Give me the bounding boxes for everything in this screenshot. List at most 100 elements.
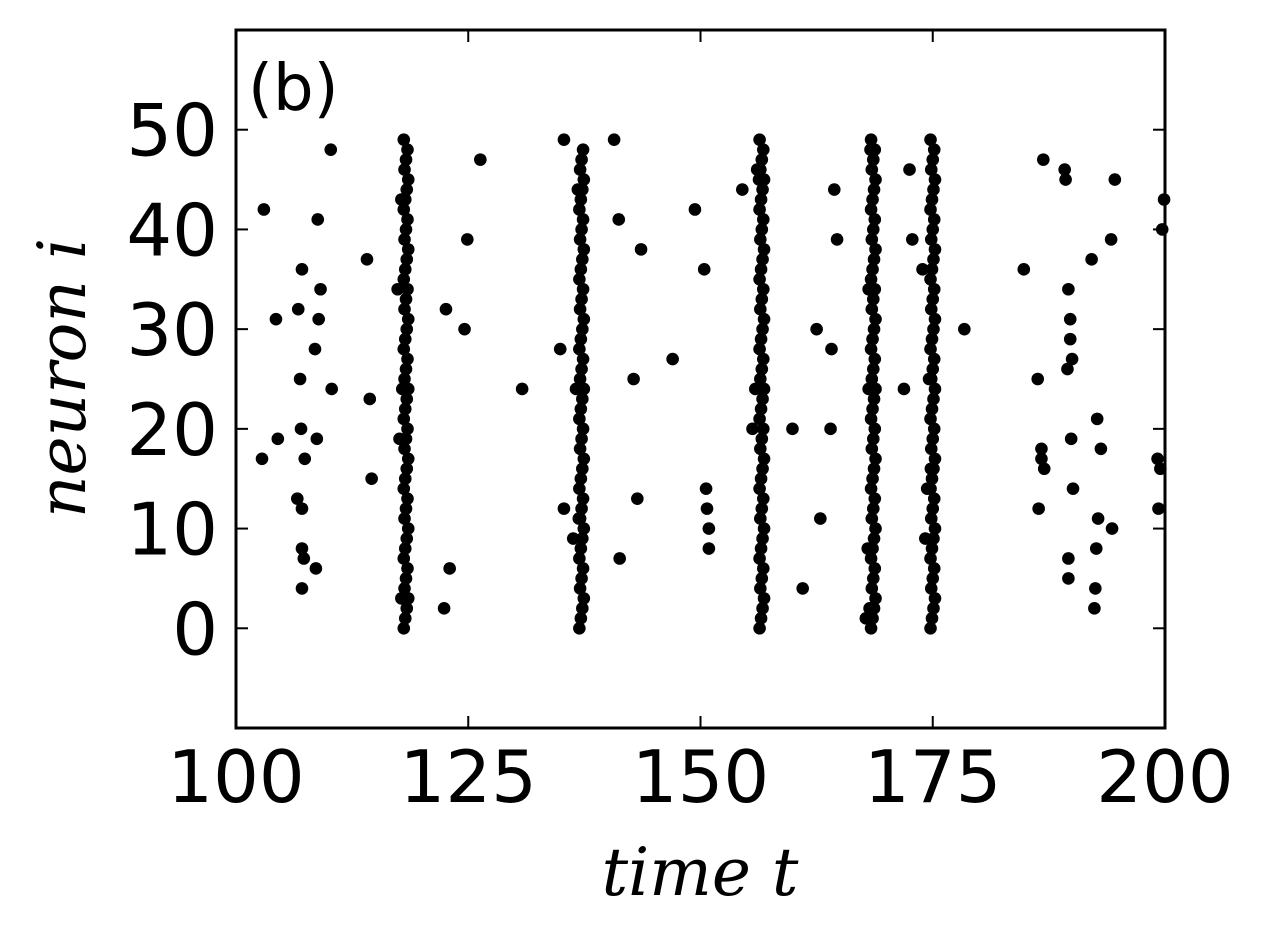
spike-point <box>573 482 586 495</box>
x-tick-label: 150 <box>632 735 769 819</box>
spike-point <box>1031 372 1045 386</box>
spike-point <box>612 213 626 226</box>
spike-point <box>1035 452 1048 466</box>
spike-point <box>398 442 411 456</box>
spike-point <box>927 322 940 336</box>
spike-point <box>1064 432 1078 446</box>
spike-point <box>926 292 940 306</box>
spike-point <box>553 342 567 356</box>
spike-point <box>869 173 882 186</box>
y-axis-label: neuron i <box>24 238 101 518</box>
spike-point <box>295 502 309 515</box>
spike-point <box>363 392 377 406</box>
spike-point <box>925 612 939 625</box>
spike-point <box>576 282 590 296</box>
spike-point <box>753 621 766 635</box>
spike-point <box>1065 352 1079 366</box>
spike-point <box>310 432 324 446</box>
spike-point <box>574 263 588 276</box>
spike-point <box>309 562 323 575</box>
spike-point <box>924 233 938 246</box>
spike-point <box>576 352 590 366</box>
spike-point <box>750 163 764 176</box>
spike-point <box>576 602 589 615</box>
spike-point <box>868 213 882 226</box>
spike-point <box>576 253 589 266</box>
spike-point <box>443 562 456 575</box>
spike-point <box>928 173 942 186</box>
spike-point <box>398 582 411 595</box>
spike-point <box>576 213 590 226</box>
spike-point <box>401 143 414 156</box>
spike-point <box>926 362 940 376</box>
spike-point <box>830 233 844 246</box>
spike-point <box>864 133 878 146</box>
x-tick-label: 200 <box>1096 735 1233 819</box>
spike-point <box>926 153 940 166</box>
spike-point <box>867 392 881 406</box>
spike-point <box>269 312 283 326</box>
spike-point <box>399 223 413 236</box>
spike-point <box>312 312 325 326</box>
spike-point <box>756 322 769 336</box>
spike-point <box>576 392 589 406</box>
spike-point <box>920 482 934 495</box>
spike-point <box>399 153 413 166</box>
spike-point <box>395 382 409 396</box>
spike-point <box>865 442 879 456</box>
spike-point <box>922 372 936 386</box>
spike-point <box>401 562 414 575</box>
spike-point <box>754 542 768 555</box>
spike-point <box>755 223 769 236</box>
spike-point <box>757 243 771 256</box>
spike-point <box>866 193 879 206</box>
spike-point <box>1066 482 1080 495</box>
spike-point <box>573 372 587 386</box>
spike-point <box>868 562 882 575</box>
spike-point <box>688 203 702 216</box>
spike-point <box>864 203 878 216</box>
spike-point <box>1091 512 1105 525</box>
spike-point <box>866 362 880 376</box>
spike-point <box>868 352 882 366</box>
spike-point <box>866 432 880 446</box>
spike-point <box>397 133 411 146</box>
spike-point <box>754 512 767 525</box>
spike-point <box>757 492 770 505</box>
spike-point <box>400 532 414 545</box>
spike-point <box>862 382 875 396</box>
spike-point <box>924 272 937 286</box>
spike-point <box>754 332 768 346</box>
spike-point <box>1062 282 1075 296</box>
spike-point <box>924 163 938 176</box>
spike-point <box>865 512 879 525</box>
spike-point <box>824 422 837 436</box>
spike-point <box>576 143 590 156</box>
spike-point <box>927 392 940 406</box>
spike-point <box>757 422 770 436</box>
spike-point <box>557 502 571 515</box>
spike-point <box>634 243 648 256</box>
spike-point <box>702 522 716 535</box>
spike-point <box>398 512 411 525</box>
spike-point <box>291 302 305 316</box>
spike-point <box>399 502 413 515</box>
spike-point <box>927 422 941 436</box>
spike-point <box>575 432 588 446</box>
panel-label: (b) <box>248 52 339 126</box>
spike-point <box>925 472 939 486</box>
spike-point <box>574 612 588 625</box>
spike-point <box>1063 312 1077 326</box>
spike-point <box>557 133 571 146</box>
spike-point <box>398 302 411 316</box>
spike-point <box>897 382 911 396</box>
spike-point <box>754 233 767 246</box>
spike-point <box>786 422 799 436</box>
spike-point <box>577 452 591 466</box>
spike-point <box>401 243 415 256</box>
spike-point <box>924 552 937 565</box>
spike-point <box>928 452 942 466</box>
spike-point <box>439 302 453 316</box>
spike-point <box>864 552 878 565</box>
